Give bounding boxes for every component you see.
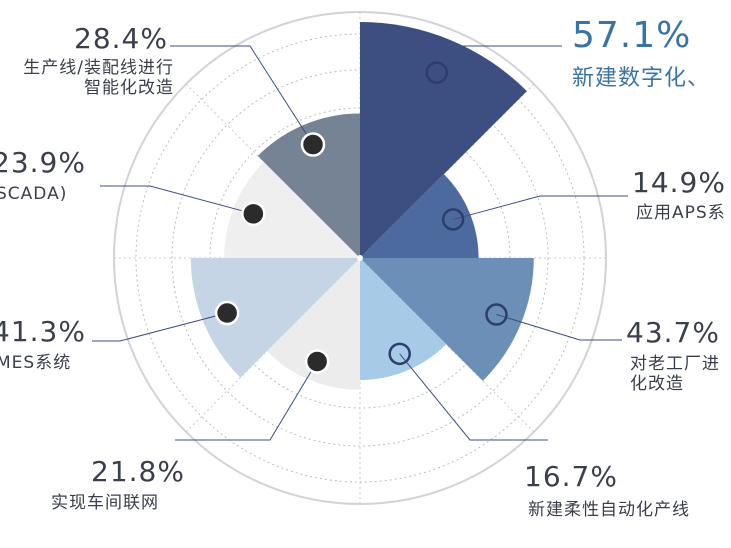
center-dot — [357, 255, 363, 261]
slice-marker-open — [388, 342, 411, 366]
category-label-3: 新建柔性自动化产线 — [528, 500, 690, 520]
callout-line — [496, 314, 622, 341]
category-label-7: 生产线/装配线进行 智能化改造 — [23, 58, 174, 99]
value-label-7: 28.4% — [74, 22, 168, 55]
slice-marker-filled — [300, 132, 326, 157]
callout-line — [170, 45, 314, 145]
rose-slice — [266, 258, 360, 390]
category-label-0: 新建数字化、 — [572, 66, 711, 91]
callout-line — [92, 312, 228, 342]
rose-slice — [257, 113, 360, 258]
rose-slice — [360, 258, 534, 381]
value-label-1: 14.9% — [632, 166, 726, 199]
category-label-1: 应用APS系 — [636, 203, 726, 223]
slice-marker-open — [441, 208, 465, 231]
value-label-0: 57.1% — [572, 15, 692, 56]
rose-slice — [360, 22, 527, 258]
category-label-4: 实现车间联网 — [51, 493, 159, 513]
value-label-3: 16.7% — [524, 460, 618, 493]
category-label-5: MES系统 — [0, 353, 72, 373]
slice-marker-filled — [214, 300, 240, 326]
slice-marker-filled — [241, 201, 266, 227]
rose-slice — [360, 258, 447, 381]
slice-marker-filled — [304, 349, 330, 374]
value-label-5: 41.3% — [0, 315, 86, 348]
slice-marker-open — [425, 61, 449, 84]
callout-line — [399, 353, 548, 441]
callout-line — [175, 361, 318, 441]
callout-line — [452, 195, 628, 220]
callout-line — [100, 185, 254, 215]
category-label-6: SCADA) — [0, 184, 68, 204]
value-label-4: 21.8% — [91, 455, 185, 488]
slice-marker-open — [485, 303, 508, 326]
rose-slice — [360, 174, 479, 258]
rose-slice — [190, 258, 360, 378]
rose-slice — [224, 161, 360, 258]
value-label-2: 43.7% — [626, 316, 720, 349]
value-label-6: 23.9% — [0, 146, 86, 179]
category-label-2: 对老工厂进 化改造 — [630, 354, 720, 395]
